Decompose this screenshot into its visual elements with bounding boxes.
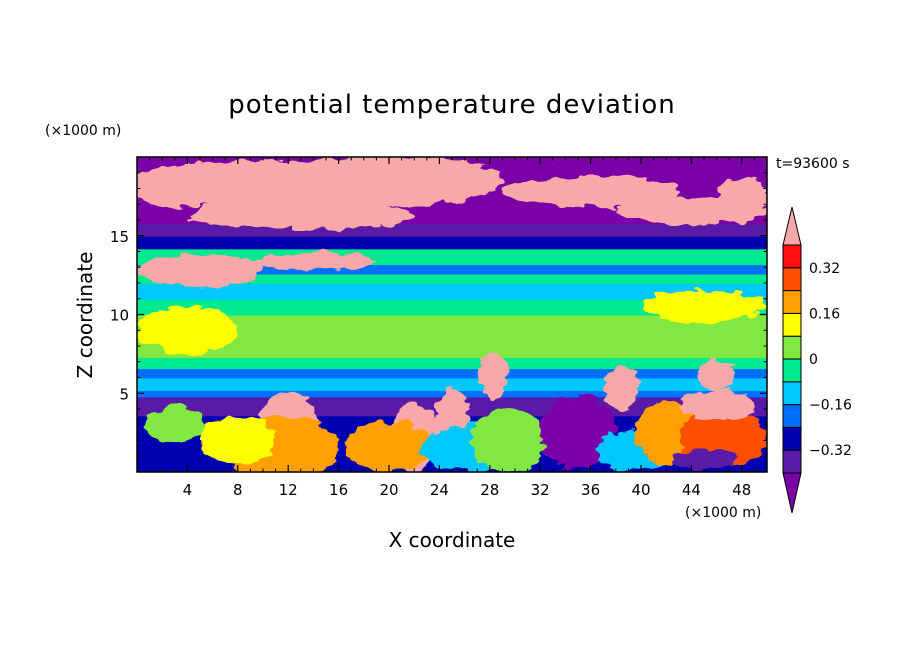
contour-feature bbox=[716, 177, 767, 216]
contour-feature bbox=[540, 396, 616, 469]
colorbar-box bbox=[782, 244, 802, 269]
contour-feature bbox=[200, 416, 276, 465]
y-units-label: (×1000 m) bbox=[45, 123, 121, 139]
contour-features bbox=[137, 157, 767, 472]
contour-band bbox=[137, 367, 767, 379]
y-tick-label: 10 bbox=[110, 307, 129, 325]
x-tick-label: 32 bbox=[531, 481, 550, 499]
y-tick-label: 15 bbox=[110, 228, 129, 246]
x-tick-label: 20 bbox=[379, 481, 398, 499]
contour-feature bbox=[137, 182, 238, 208]
x-tick-label: 40 bbox=[631, 481, 650, 499]
contour-feature bbox=[470, 409, 547, 472]
colorbar-label: 0.16 bbox=[809, 306, 840, 322]
x-axis: 4 8 12 16 20 24 28 32 36 40 44 48 bbox=[149, 157, 755, 499]
contour-feature bbox=[250, 251, 377, 271]
contour-feature bbox=[137, 254, 263, 287]
contour-feature bbox=[615, 157, 767, 183]
y-axis: 5 10 15 bbox=[110, 172, 767, 457]
time-label: t=93600 s bbox=[776, 156, 850, 172]
x-tick-label: 24 bbox=[430, 481, 449, 499]
x-tick-label: 4 bbox=[183, 481, 193, 499]
contour-band bbox=[137, 313, 767, 359]
x-tick-label: 8 bbox=[233, 481, 243, 499]
y-axis-label: Z coordinate bbox=[73, 252, 97, 379]
contour-band bbox=[137, 282, 767, 300]
x-tick-label: 48 bbox=[732, 481, 751, 499]
contour-band bbox=[137, 356, 767, 370]
contour-band bbox=[137, 297, 767, 316]
contour-feature bbox=[697, 358, 736, 391]
x-tick-label: 12 bbox=[279, 481, 298, 499]
colorbar: 0.32 0.16 0 −0.16 −0.32 bbox=[782, 206, 852, 514]
contour-feature bbox=[634, 401, 698, 465]
colorbar-extend-bottom bbox=[782, 472, 802, 514]
contour-feature bbox=[641, 290, 767, 323]
contour-band bbox=[137, 272, 767, 284]
contour-feature bbox=[478, 350, 509, 398]
colorbar-box bbox=[782, 381, 802, 406]
colorbar-box bbox=[782, 290, 802, 314]
chart-title: potential temperature deviation bbox=[228, 90, 675, 120]
colorbar-box bbox=[782, 404, 802, 428]
colorbar-box bbox=[782, 358, 802, 383]
contour-feature bbox=[143, 405, 207, 444]
contour-feature bbox=[678, 390, 755, 422]
colorbar-box bbox=[782, 449, 802, 474]
colorbar-box bbox=[782, 312, 802, 337]
colorbar-label: 0.32 bbox=[809, 261, 840, 277]
x-tick-label: 36 bbox=[581, 481, 600, 499]
contour-feature bbox=[275, 157, 503, 206]
colorbar-box bbox=[782, 335, 802, 360]
contour-feature bbox=[672, 448, 736, 471]
colorbar-extend-top bbox=[782, 206, 802, 246]
contour-feature bbox=[502, 175, 679, 208]
colorbar-box bbox=[782, 426, 802, 451]
contour-feature bbox=[344, 421, 434, 472]
colorbar-box bbox=[782, 267, 802, 292]
contour-feature bbox=[604, 366, 640, 411]
x-units-label: (×1000 m) bbox=[685, 505, 761, 521]
y-tick-label: 5 bbox=[119, 385, 129, 403]
contour-band bbox=[137, 263, 767, 275]
contour-feature bbox=[187, 201, 415, 230]
contour-band bbox=[137, 234, 767, 250]
colorbar-label: −0.32 bbox=[809, 443, 852, 459]
x-tick-label: 44 bbox=[682, 481, 701, 499]
contour-feature bbox=[137, 306, 238, 354]
x-tick-label: 28 bbox=[480, 481, 499, 499]
colorbar-label: −0.16 bbox=[809, 398, 852, 414]
x-axis-label: X coordinate bbox=[389, 528, 516, 552]
colorbar-label: 0 bbox=[809, 352, 818, 368]
contour-field bbox=[137, 157, 767, 472]
x-tick-label: 16 bbox=[329, 481, 348, 499]
